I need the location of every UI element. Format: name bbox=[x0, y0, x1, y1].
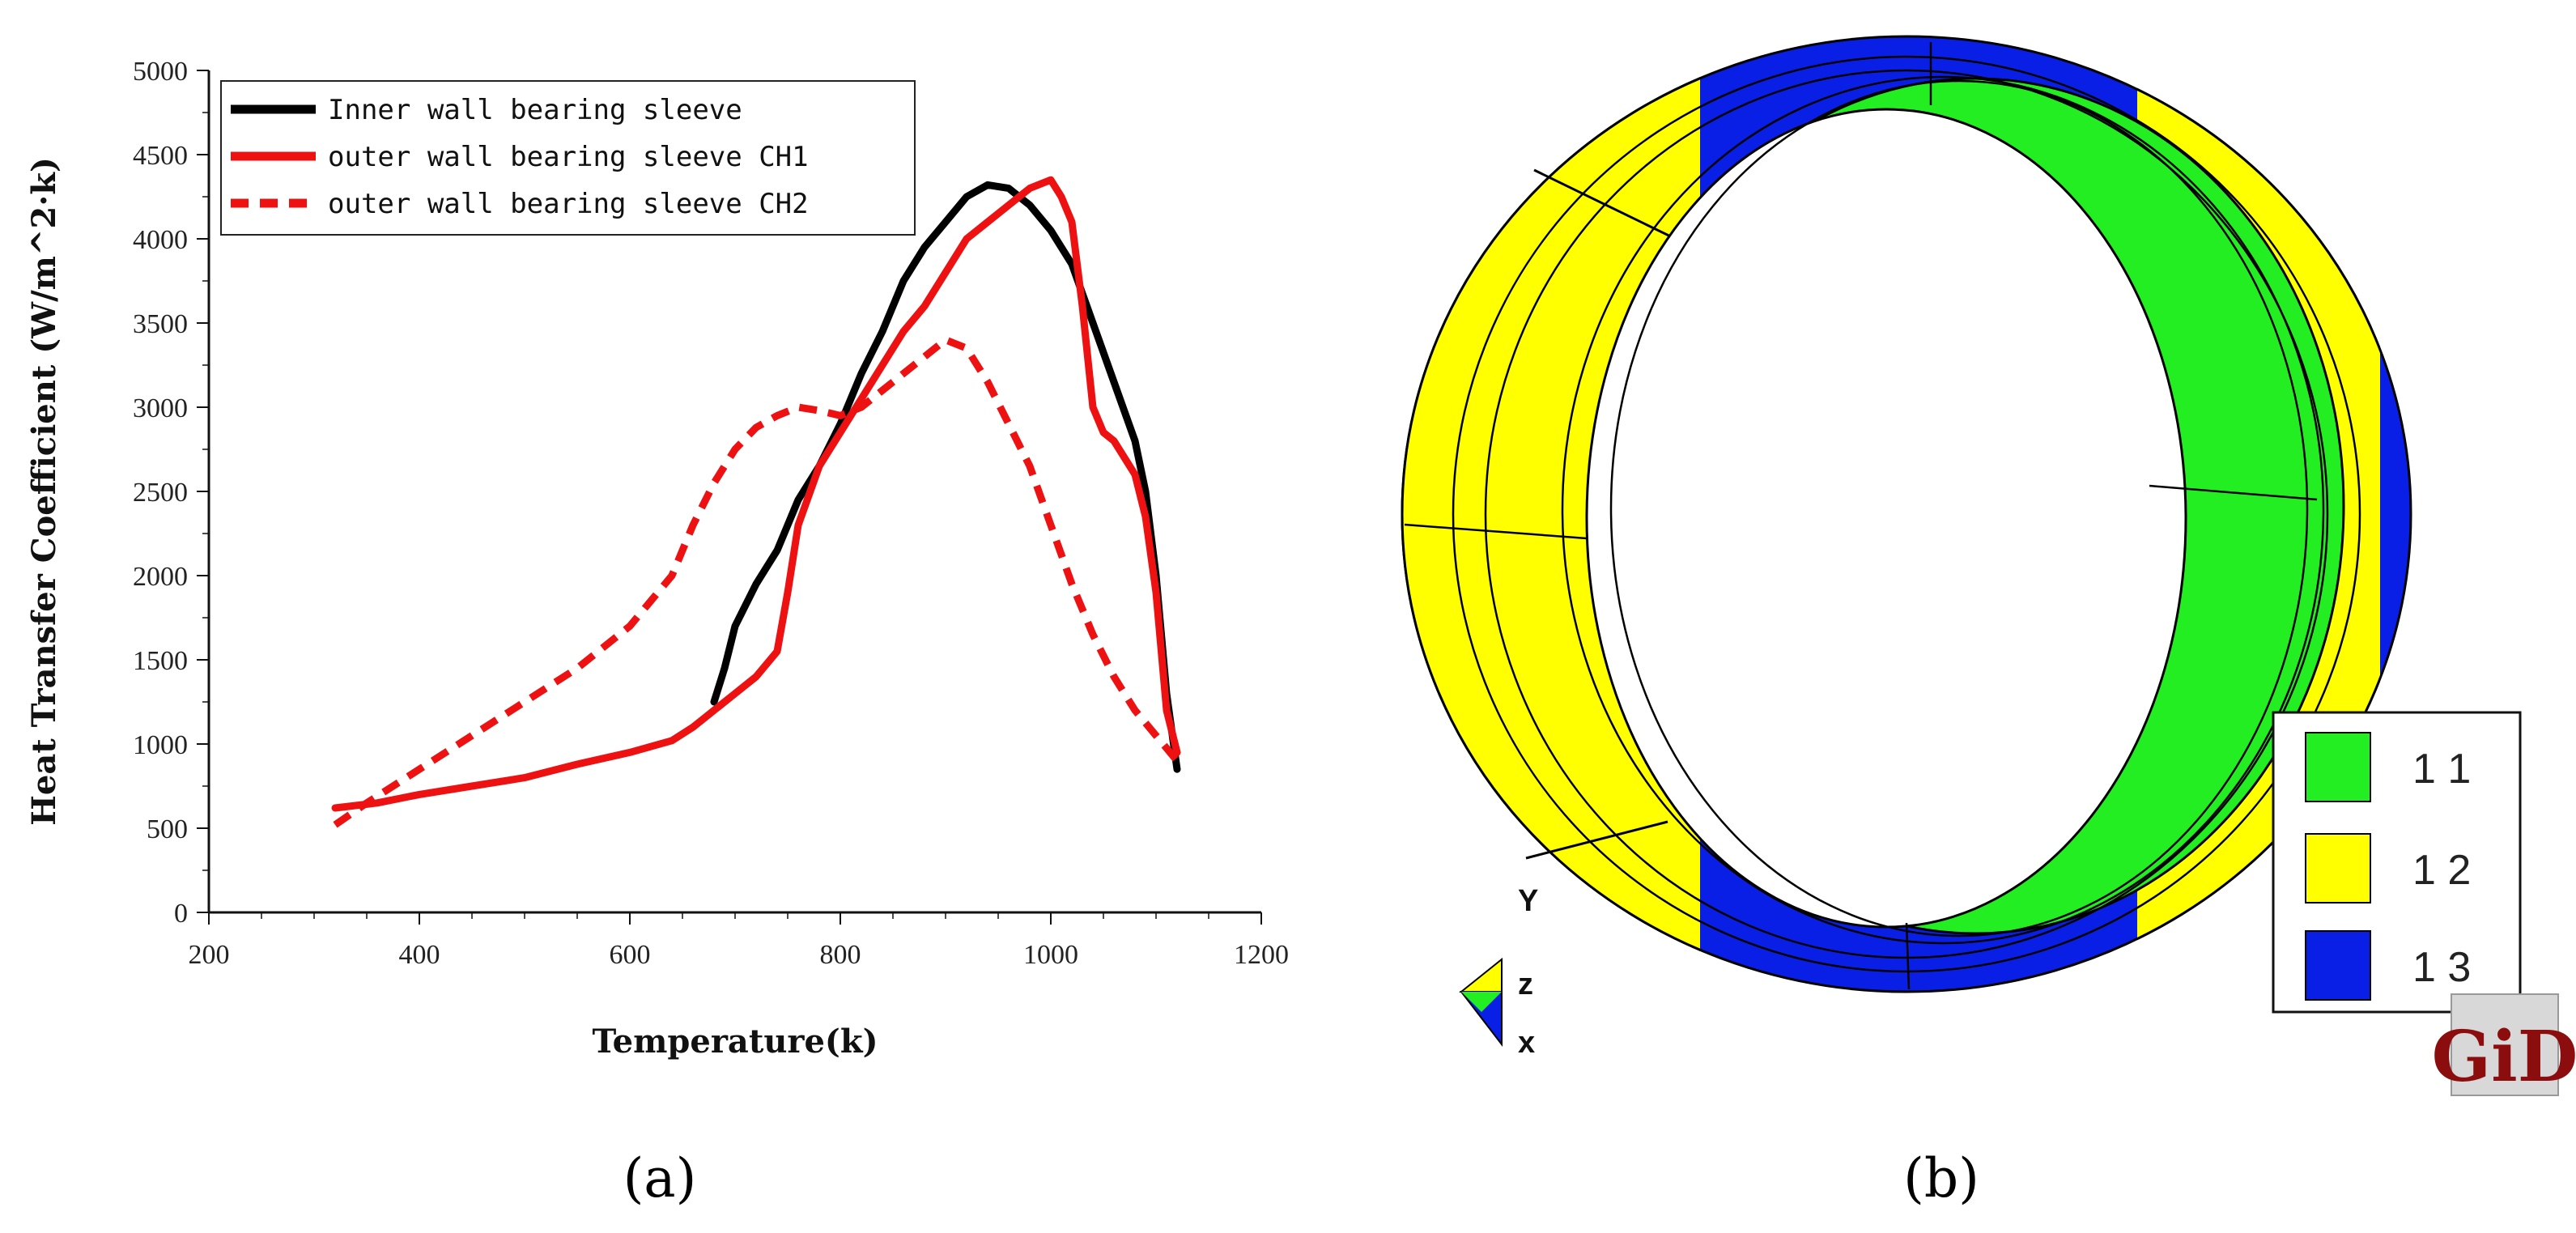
y-tick-label: 4500 bbox=[133, 141, 188, 171]
legend-label-ch2: outer wall bearing sleeve CH2 bbox=[328, 188, 809, 220]
x-tick-label: 800 bbox=[820, 940, 861, 970]
material-swatch-blue bbox=[2305, 930, 2371, 1001]
gid-logo: GiD bbox=[2432, 993, 2576, 1098]
y-tick-label: 4000 bbox=[133, 225, 188, 255]
axis-label-x: x bbox=[1518, 1026, 1535, 1060]
material-label-11: 1 1 bbox=[2412, 746, 2471, 793]
y-tick-label: 1500 bbox=[133, 646, 188, 676]
y-tick-label: 500 bbox=[147, 814, 188, 844]
y-tick-label: 2500 bbox=[133, 478, 188, 508]
panel-label-a: (a) bbox=[623, 1147, 697, 1210]
axis-triad: Y z x bbox=[1459, 884, 1538, 1060]
legend-label-ch1: outer wall bearing sleeve CH1 bbox=[328, 141, 809, 173]
y-tick-label: 0 bbox=[174, 899, 188, 929]
x-tick-label: 200 bbox=[189, 940, 230, 970]
material-swatch-yellow bbox=[2305, 833, 2371, 903]
series-layer bbox=[331, 176, 1181, 828]
y-tick-label: 2000 bbox=[133, 562, 188, 592]
heat-transfer-chart: 200 400 600 800 1000 1200 0 500 1000 1500 2000 2500… bbox=[25, 57, 1289, 1061]
material-legend: 1 1 1 2 1 3 bbox=[2272, 711, 2522, 1014]
panel-label-b: (b) bbox=[1903, 1147, 1979, 1210]
y-tick-label: 1000 bbox=[133, 730, 188, 760]
band-edge bbox=[1533, 168, 1685, 244]
legend-label-inner: Inner wall bearing sleeve bbox=[328, 94, 742, 126]
material-label-13: 1 3 bbox=[2412, 944, 2471, 991]
band-edge bbox=[1525, 820, 1668, 860]
axis-label-y: Y bbox=[1518, 884, 1538, 918]
y-tick-label: 3500 bbox=[133, 309, 188, 339]
bearing-sleeve-mesh: Y z x 1 1 1 2 1 3 GiD bbox=[1401, 35, 2576, 1098]
axis-ticks: 200 400 600 800 1000 1200 0 500 1000 1500 2000 2500… bbox=[133, 57, 1289, 970]
series-inner-wall-line bbox=[710, 181, 1181, 773]
x-tick-label: 1000 bbox=[1023, 940, 1078, 970]
axis-label-z: z bbox=[1518, 967, 1533, 1001]
series-outer-wall-ch1-line bbox=[331, 176, 1181, 812]
x-tick-label: 600 bbox=[610, 940, 651, 970]
material-label-12: 1 2 bbox=[2412, 847, 2471, 894]
chart-legend: Inner wall bearing sleeve outer wall bea… bbox=[220, 80, 916, 236]
x-tick-label: 400 bbox=[399, 940, 440, 970]
series-outer-wall-ch2-line bbox=[333, 336, 1180, 828]
material-swatch-green bbox=[2305, 732, 2371, 802]
gid-logo-text: GiD bbox=[2432, 1016, 2576, 1098]
legend-box bbox=[220, 80, 916, 236]
mesh-lines bbox=[1404, 42, 2361, 990]
x-tick-label: 1200 bbox=[1234, 940, 1289, 970]
y-tick-label: 5000 bbox=[133, 57, 188, 87]
y-tick-label: 3000 bbox=[133, 393, 188, 423]
x-axis-title: Temperature(k) bbox=[592, 1023, 878, 1061]
ring-band-left-yellow bbox=[1401, 77, 1700, 951]
y-axis-title: Heat Transfer Coefficient (W/m^2·k) bbox=[25, 157, 63, 826]
ring-bore bbox=[1585, 108, 2187, 929]
